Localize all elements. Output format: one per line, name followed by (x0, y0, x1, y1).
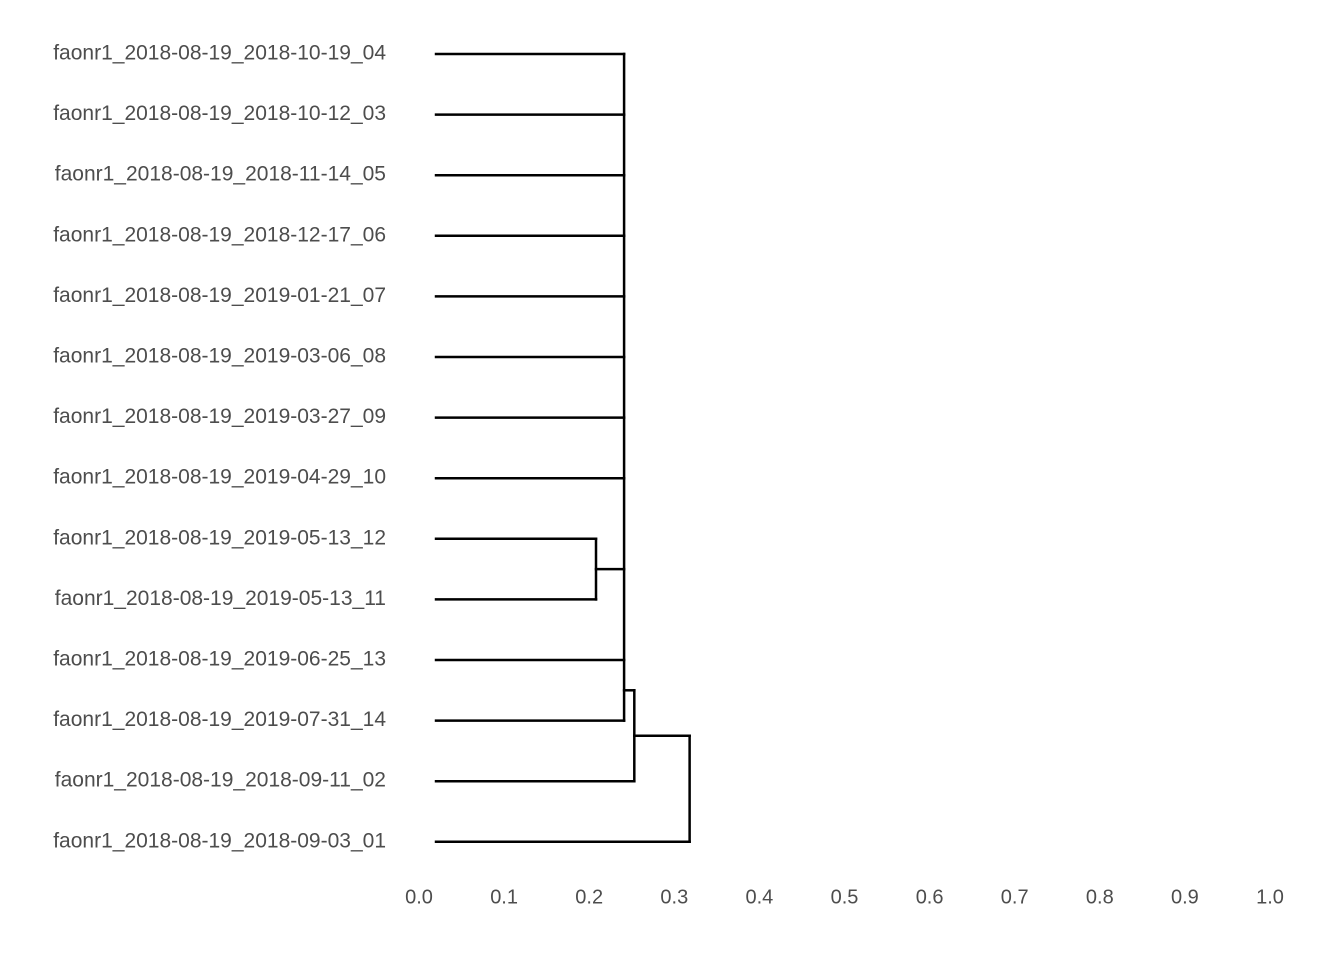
x-tick-label: 0.7 (1001, 886, 1029, 908)
leaf-label: faonr1_2018-08-19_2019-04-29_10 (53, 466, 386, 489)
leaf-label: faonr1_2018-08-19_2019-06-25_13 (53, 648, 386, 671)
x-tick-label: 0.6 (916, 886, 944, 908)
leaf-label: faonr1_2018-08-19_2019-03-27_09 (53, 405, 386, 428)
leaf-label: faonr1_2018-08-19_2018-10-12_03 (53, 102, 386, 125)
leaf-label: faonr1_2018-08-19_2018-09-11_02 (55, 769, 386, 792)
x-tick-label: 0.0 (405, 886, 433, 908)
x-tick-label: 0.1 (490, 886, 518, 908)
leaf-label: faonr1_2018-08-19_2019-03-06_08 (53, 345, 386, 368)
leaf-label: faonr1_2018-08-19_2019-01-21_07 (53, 284, 386, 307)
leaf-label: faonr1_2018-08-19_2019-05-13_12 (53, 526, 386, 549)
leaf-label: faonr1_2018-08-19_2018-09-03_01 (53, 829, 386, 852)
x-tick-label: 1.0 (1256, 886, 1284, 908)
leaf-label: faonr1_2018-08-19_2019-07-31_14 (53, 708, 386, 731)
x-tick-label: 0.4 (745, 886, 773, 908)
x-tick-label: 0.3 (660, 886, 688, 908)
x-tick-label: 0.2 (575, 886, 603, 908)
x-tick-label: 0.8 (1086, 886, 1114, 908)
x-tick-label: 0.5 (831, 886, 859, 908)
x-tick-label: 0.9 (1171, 886, 1199, 908)
leaf-label: faonr1_2018-08-19_2018-12-17_06 (53, 223, 386, 246)
leaf-label: faonr1_2018-08-19_2019-05-13_11 (55, 587, 386, 610)
leaf-label: faonr1_2018-08-19_2018-10-19_04 (53, 42, 386, 65)
leaf-label: faonr1_2018-08-19_2018-11-14_05 (55, 163, 386, 186)
